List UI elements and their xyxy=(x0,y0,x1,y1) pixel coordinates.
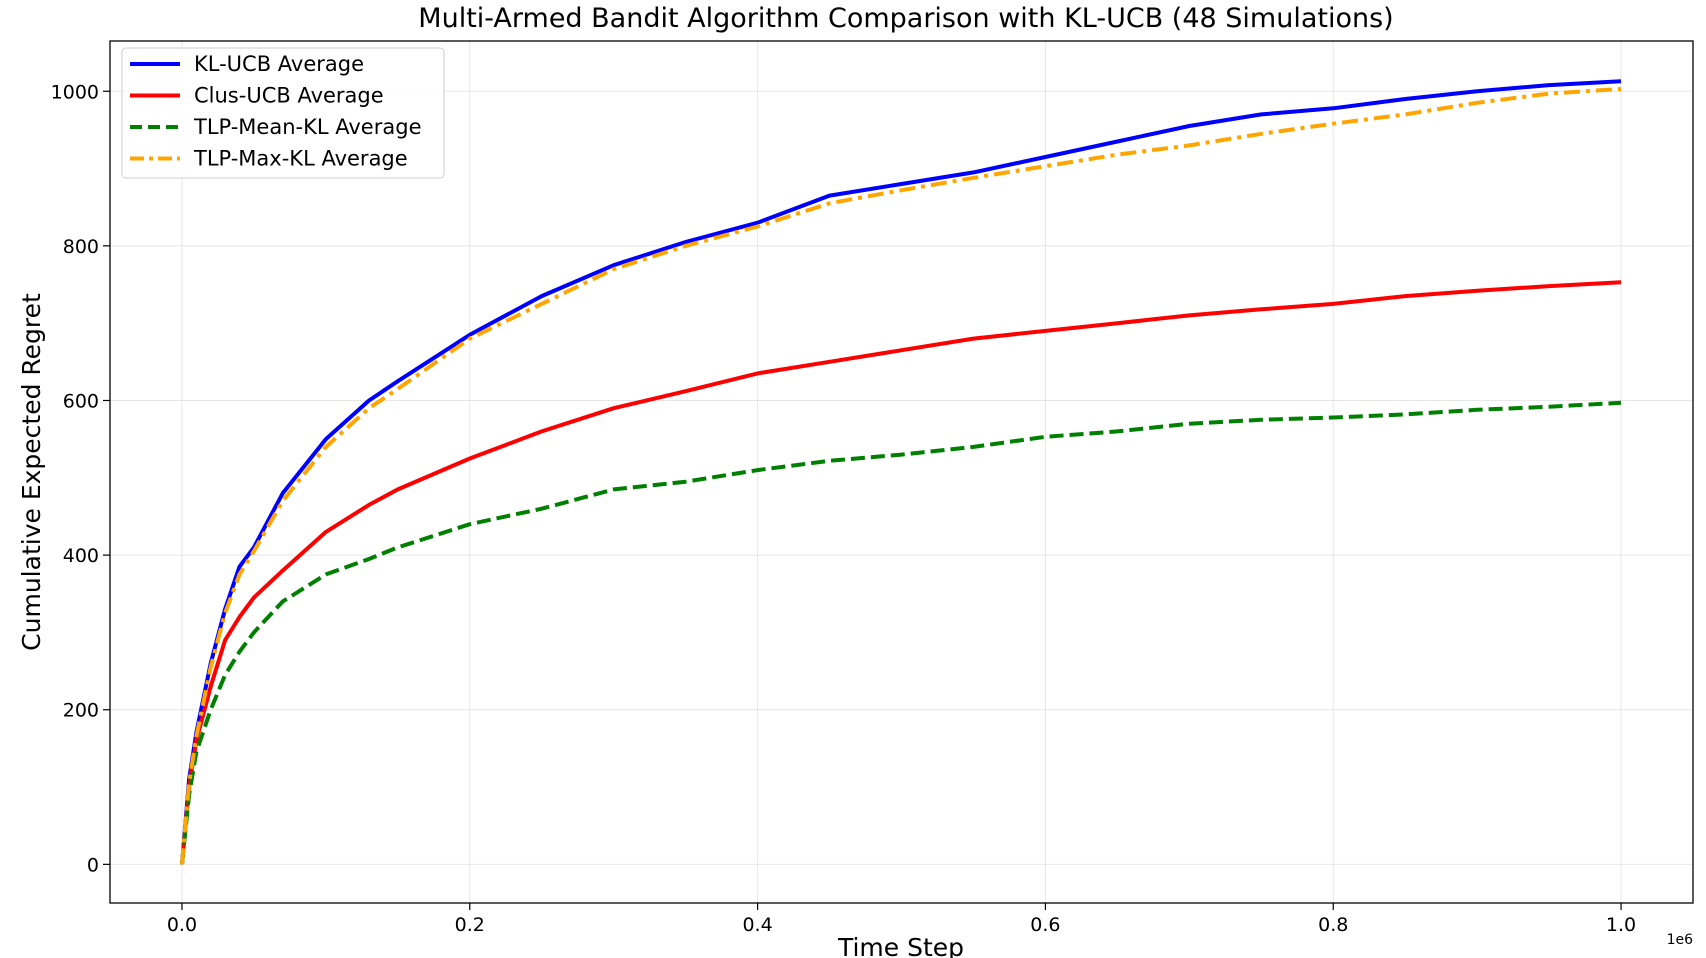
plot-frame xyxy=(109,40,1694,904)
x-axis-label: Time Step xyxy=(837,933,964,958)
y-ticks: 0 200 400 600 800 1000 xyxy=(51,81,110,876)
legend-label: Clus-UCB Average xyxy=(194,84,384,108)
y-tick-label: 400 xyxy=(63,545,99,567)
x-tick-label: 0.4 xyxy=(742,914,772,936)
y-axis-label: Cumulative Expected Regret xyxy=(17,293,46,651)
x-offset-label: 1e6 xyxy=(1667,932,1694,948)
x-tick-label: 0.6 xyxy=(1030,914,1060,936)
y-tick-label: 800 xyxy=(63,236,99,258)
legend-label: TLP-Mean-KL Average xyxy=(193,115,421,139)
series-line-3 xyxy=(180,400,1622,865)
legend-box xyxy=(121,47,445,179)
series-layer xyxy=(180,79,1622,865)
x-tick-label: 0.8 xyxy=(1318,914,1348,936)
y-tick-label: 0 xyxy=(87,854,99,876)
x-tick-label: 0.2 xyxy=(455,914,485,936)
chart-title: Multi-Armed Bandit Algorithm Comparison … xyxy=(418,3,1393,34)
y-tick-label: 600 xyxy=(63,390,99,412)
legend-label: KL-UCB Average xyxy=(194,52,364,76)
y-tick-label: 1000 xyxy=(51,81,99,103)
legend-label: TLP-Max-KL Average xyxy=(193,147,408,171)
series-line-2 xyxy=(180,280,1622,865)
x-ticks: 0.0 0.2 0.4 0.6 0.8 1.0 xyxy=(167,903,1636,936)
legend: KL-UCB Average Clus-UCB Average TLP-Mean-K… xyxy=(121,47,445,179)
x-tick-label: 0.0 xyxy=(167,914,197,936)
series-line-1 xyxy=(180,79,1622,865)
y-tick-label: 200 xyxy=(63,700,99,722)
x-tick-label: 1.0 xyxy=(1606,914,1636,936)
legend-items: KL-UCB Average Clus-UCB Average TLP-Mean-K… xyxy=(130,52,421,171)
